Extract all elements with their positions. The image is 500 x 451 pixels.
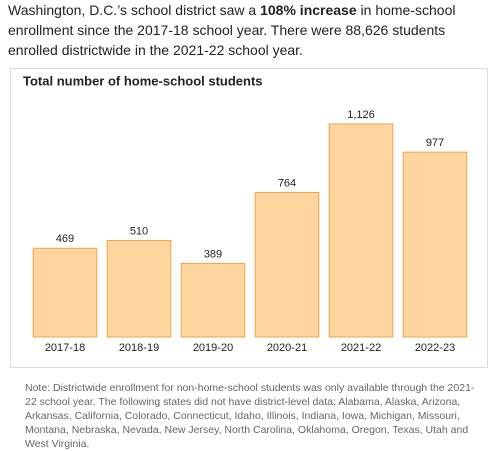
value-label: 764 <box>278 177 296 189</box>
chart-title: Total number of home-school students <box>23 73 263 88</box>
x-tick-label: 2017-18 <box>45 342 85 354</box>
intro-text: Washington, D.C.’s school district saw a <box>8 2 261 18</box>
value-label: 469 <box>56 233 74 245</box>
x-tick-label: 2018-19 <box>119 342 159 354</box>
bar <box>402 151 468 338</box>
chart: Total number of home-school students 469… <box>23 73 468 354</box>
bar <box>254 191 320 338</box>
intro-text: in home-school enrollment since the 2017… <box>8 2 456 58</box>
bar <box>328 123 394 338</box>
x-tick-label: 2019-20 <box>193 342 233 354</box>
value-label: 389 <box>204 248 222 260</box>
note: Note: Districtwide enrollment for non-ho… <box>25 382 475 450</box>
value-label: 510 <box>130 225 148 237</box>
bar <box>180 262 246 338</box>
bar <box>106 240 172 338</box>
value-label: 1,126 <box>347 109 375 121</box>
bar <box>32 247 98 338</box>
x-tick-label: 2020-21 <box>267 342 307 354</box>
x-tick-label: 2022-23 <box>415 342 455 354</box>
chart-frame <box>10 68 488 368</box>
intro: Washington, D.C.’s school district saw a… <box>8 0 488 60</box>
intro-highlight: 108% increase <box>260 2 357 18</box>
value-label: 977 <box>426 137 444 149</box>
x-tick-label: 2021-22 <box>341 342 381 354</box>
